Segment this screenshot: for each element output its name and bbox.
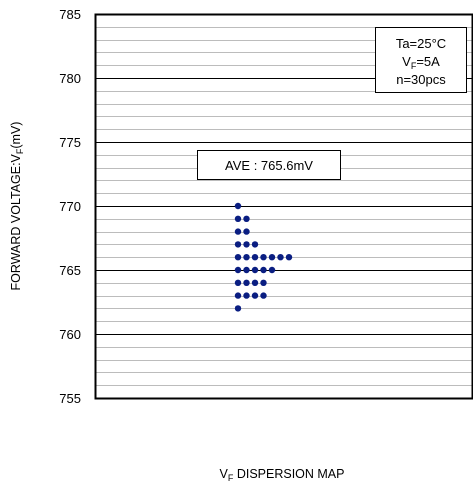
- data-point: [243, 215, 250, 222]
- data-point: [243, 228, 250, 235]
- data-point: [251, 254, 259, 261]
- y-tick-label: 770: [59, 199, 81, 214]
- data-point: [234, 266, 242, 274]
- data-point: [251, 292, 259, 299]
- data-point: [243, 266, 250, 274]
- data-point: [234, 279, 242, 286]
- y-axis-title-main: FORWARD VOLTAGE:V: [9, 153, 23, 290]
- data-point: [234, 292, 242, 299]
- data-point: [234, 202, 242, 210]
- y-tick-label: 760: [59, 327, 81, 342]
- y-tick-label: 775: [59, 135, 81, 150]
- average-annotation-text: AVE : 765.6mV: [225, 158, 313, 173]
- data-point: [234, 305, 242, 312]
- y-tick-label: 755: [59, 391, 81, 406]
- data-point: [234, 228, 242, 235]
- y-tick-label: 765: [59, 263, 81, 278]
- conditions-count: n=30pcs: [396, 72, 446, 87]
- data-point: [243, 254, 250, 261]
- data-point: [251, 266, 259, 274]
- data-point: [243, 292, 250, 299]
- y-tick-label: 780: [59, 71, 81, 86]
- conditions-current-suffix: =5A: [416, 54, 440, 69]
- x-axis-title-suffix: DISPERSION MAP: [233, 467, 344, 481]
- x-axis-title: VF DISPERSION MAP: [220, 467, 345, 483]
- data-point: [268, 266, 276, 274]
- conditions-current: VF=5A: [402, 54, 440, 71]
- y-axis-title: FORWARD VOLTAGE:VF(mV): [9, 122, 25, 291]
- data-point: [277, 254, 284, 261]
- data-point: [251, 279, 259, 286]
- data-point: [285, 254, 293, 261]
- y-tick-label: 785: [59, 7, 81, 22]
- y-axis-title-suffix: (mV): [9, 122, 23, 149]
- y-axis-title-sub: F: [15, 148, 25, 154]
- data-point: [234, 215, 242, 222]
- data-point: [234, 241, 242, 248]
- x-axis-title-main: V: [220, 467, 229, 481]
- data-point: [260, 266, 267, 274]
- data-point: [260, 279, 267, 286]
- data-point: [243, 279, 250, 286]
- conditions-current-sub: F: [411, 61, 417, 71]
- data-point: [260, 254, 267, 261]
- x-axis-title-sub: F: [228, 473, 234, 483]
- data-point: [234, 254, 242, 261]
- data-points: [234, 202, 293, 312]
- average-annotation-box: [197, 150, 341, 180]
- conditions-box: [375, 27, 467, 93]
- data-point: [251, 241, 259, 248]
- data-point: [260, 292, 267, 299]
- data-point: [243, 241, 250, 248]
- conditions-temperature: Ta=25°C: [396, 36, 446, 51]
- conditions-current-main: V: [402, 54, 411, 69]
- data-point: [268, 254, 276, 261]
